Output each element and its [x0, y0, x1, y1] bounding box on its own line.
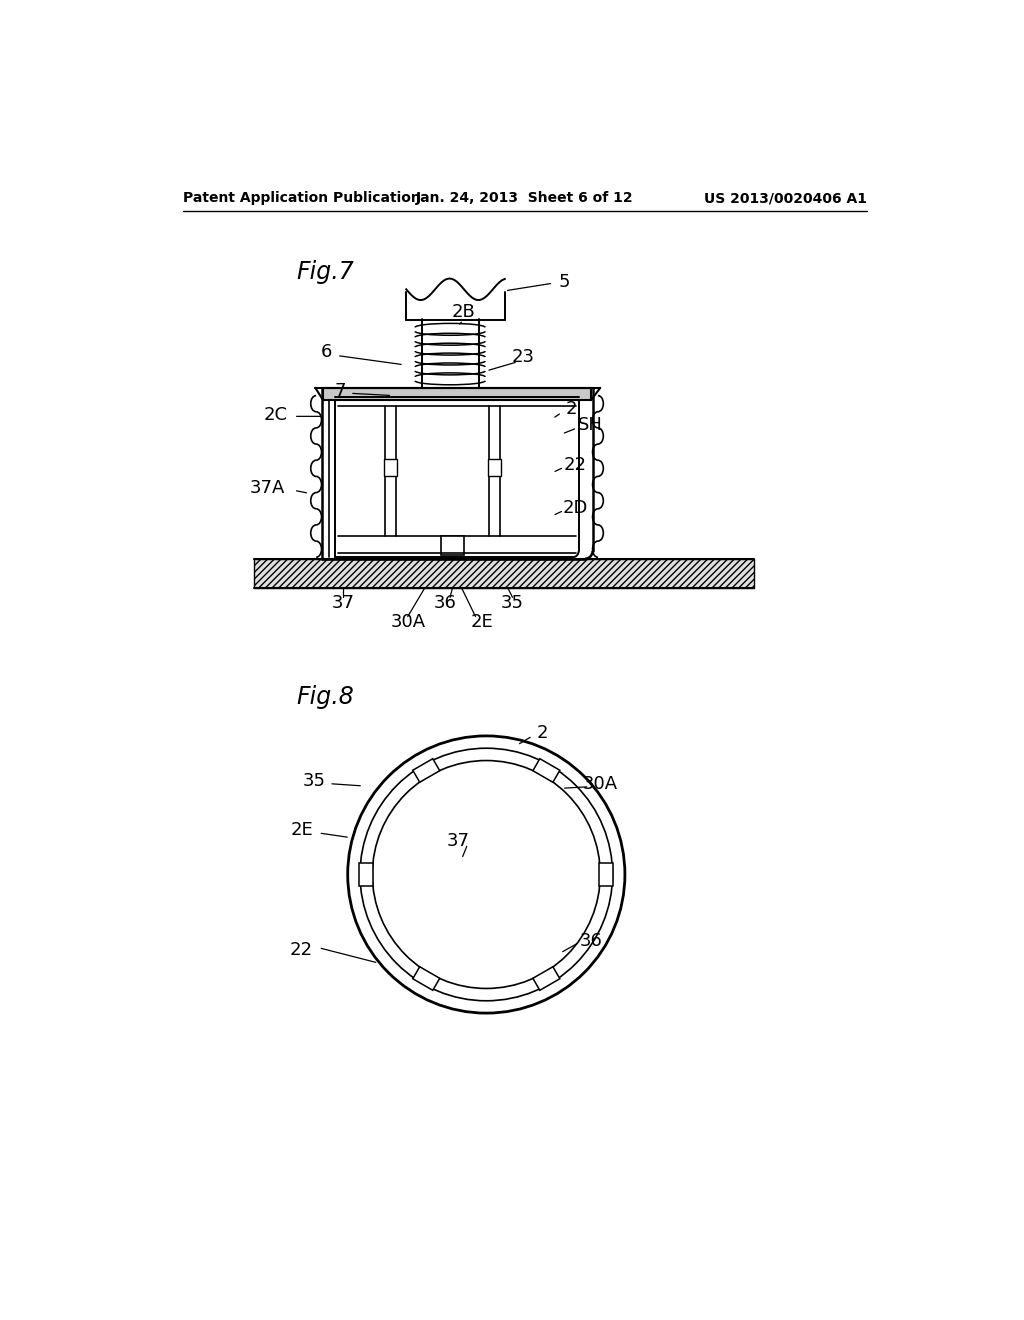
Polygon shape: [359, 863, 373, 886]
Text: 2D: 2D: [563, 499, 589, 517]
Text: 2: 2: [537, 723, 548, 742]
Text: 30A: 30A: [583, 775, 617, 792]
Text: 37: 37: [332, 594, 354, 612]
Text: 37: 37: [446, 832, 469, 850]
Bar: [254, 558, 755, 589]
Text: 6: 6: [321, 343, 332, 362]
Text: 37A: 37A: [250, 479, 286, 496]
Bar: [441, 536, 464, 554]
Text: 2: 2: [565, 400, 577, 418]
Text: US 2013/0020406 A1: US 2013/0020406 A1: [703, 191, 866, 206]
Text: SH: SH: [578, 416, 603, 434]
Bar: [407, 294, 504, 321]
Text: 30A: 30A: [390, 612, 425, 631]
Text: 22: 22: [290, 941, 313, 958]
Text: 35: 35: [302, 772, 326, 789]
Text: 35: 35: [501, 594, 524, 612]
Text: Patent Application Publication: Patent Application Publication: [183, 191, 421, 206]
Text: Fig.8: Fig.8: [296, 685, 354, 709]
Text: 2E: 2E: [290, 821, 313, 838]
Polygon shape: [532, 759, 560, 783]
Text: Fig.7: Fig.7: [296, 260, 354, 284]
Bar: [487, 459, 501, 475]
Polygon shape: [599, 863, 613, 886]
Text: 36: 36: [433, 594, 456, 612]
Polygon shape: [413, 759, 439, 783]
Text: 5: 5: [558, 273, 569, 290]
Text: 22: 22: [564, 455, 587, 474]
Text: 2E: 2E: [470, 612, 493, 631]
Polygon shape: [532, 966, 560, 990]
Bar: [384, 459, 397, 475]
Ellipse shape: [373, 760, 600, 989]
Polygon shape: [413, 966, 439, 990]
Ellipse shape: [348, 737, 625, 1014]
Bar: [323, 388, 591, 400]
Text: 2B: 2B: [452, 304, 475, 321]
Text: 36: 36: [580, 932, 602, 949]
Text: 23: 23: [512, 348, 535, 366]
Text: 7: 7: [334, 381, 346, 400]
Text: 2C: 2C: [263, 405, 288, 424]
Text: Jan. 24, 2013  Sheet 6 of 12: Jan. 24, 2013 Sheet 6 of 12: [416, 191, 634, 206]
